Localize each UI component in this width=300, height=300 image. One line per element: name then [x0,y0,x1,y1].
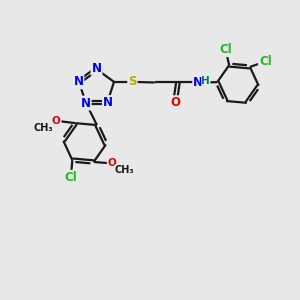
Text: Cl: Cl [219,43,232,56]
Text: O: O [170,96,180,109]
Text: N: N [103,96,113,109]
Text: CH₃: CH₃ [34,123,54,133]
Text: N: N [74,75,83,88]
Text: N: N [193,76,203,89]
Text: S: S [128,75,137,88]
Text: H: H [202,76,210,86]
Text: O: O [52,116,61,126]
Text: O: O [108,158,116,169]
Text: N: N [81,97,91,110]
Text: Cl: Cl [64,171,77,184]
Text: CH₃: CH₃ [115,165,134,175]
Text: N: N [92,62,101,75]
Text: H: H [195,77,204,88]
Text: Cl: Cl [259,55,272,68]
